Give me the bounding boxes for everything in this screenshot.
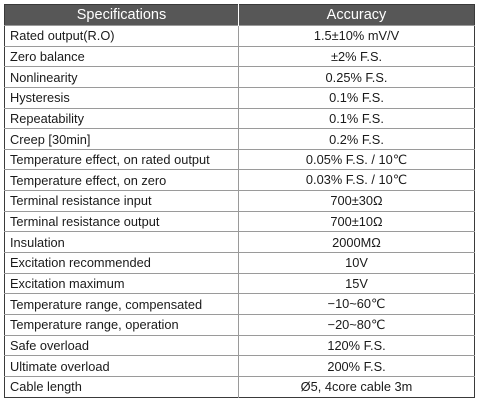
table-row: Hysteresis 0.1% F.S.	[4, 86, 475, 109]
spec-name: Hysteresis	[4, 86, 239, 109]
spec-name: Terminal resistance output	[4, 210, 239, 232]
spec-value: 2000MΩ	[238, 231, 475, 253]
table-row: Repeatability 0.1% F.S.	[4, 107, 475, 129]
spec-value: −10~60℃	[238, 293, 475, 315]
table-row: Rated output(R.O) 1.5±10% mV/V	[4, 25, 475, 47]
spec-name: Temperature effect, on rated output	[4, 148, 239, 170]
spec-name: Excitation recommended	[4, 252, 239, 274]
spec-value: 0.25% F.S.	[238, 66, 475, 88]
spec-name: Rated output(R.O)	[4, 25, 239, 47]
spec-value: −20~80℃	[238, 313, 475, 336]
spec-name: Ultimate overload	[4, 355, 239, 377]
header-row: Specifications Accuracy	[4, 4, 475, 26]
spec-value: 700±30Ω	[238, 190, 475, 212]
spec-name: Temperature effect, on zero	[4, 169, 239, 191]
spec-value: 0.03% F.S. / 10℃	[238, 169, 475, 191]
spec-value: 200% F.S.	[238, 355, 475, 377]
table-row: Ultimate overload 200% F.S.	[4, 355, 475, 377]
table-row: Zero balance ±2% F.S.	[4, 45, 475, 67]
table-row: Terminal resistance input 700±30Ω	[4, 190, 475, 212]
table-row: Temperature range, compensated −10~60℃	[4, 293, 475, 315]
spec-name: Safe overload	[4, 334, 239, 356]
table-row: Creep [30min] 0.2% F.S.	[4, 128, 475, 150]
spec-value: 0.1% F.S.	[238, 107, 475, 129]
spec-value: 0.05% F.S. / 10℃	[238, 148, 475, 170]
spec-value: 0.2% F.S.	[238, 128, 475, 150]
spec-name: Temperature range, compensated	[4, 293, 239, 315]
table-row: Excitation maximum 15V	[4, 272, 475, 294]
header-specifications: Specifications	[4, 4, 239, 26]
spec-name: Repeatability	[4, 107, 239, 129]
specifications-table: Specifications Accuracy Rated output(R.O…	[4, 4, 475, 398]
spec-name: Insulation	[4, 231, 239, 253]
spec-name: Cable length	[4, 375, 239, 398]
spec-value: 15V	[238, 272, 475, 294]
spec-name: Creep [30min]	[4, 128, 239, 150]
spec-value: Ø5, 4core cable 3m	[238, 375, 475, 398]
header-accuracy: Accuracy	[238, 4, 475, 26]
table-row: Safe overload 120% F.S.	[4, 334, 475, 356]
table-row: Terminal resistance output 700±10Ω	[4, 210, 475, 232]
table-row: Excitation recommended 10V	[4, 252, 475, 274]
table-row: Insulation 2000MΩ	[4, 231, 475, 253]
table-row: Temperature effect, on zero 0.03% F.S. / …	[4, 169, 475, 191]
table-row: Cable length Ø5, 4core cable 3m	[4, 375, 475, 398]
spec-value: 700±10Ω	[238, 210, 475, 232]
spec-name: Nonlinearity	[4, 66, 239, 88]
spec-value: 1.5±10% mV/V	[238, 25, 475, 47]
table-row: Temperature range, operation −20~80℃	[4, 313, 475, 336]
spec-name: Terminal resistance input	[4, 190, 239, 212]
spec-value: 0.1% F.S.	[238, 86, 475, 109]
spec-value: 120% F.S.	[238, 334, 475, 356]
spec-value: 10V	[238, 252, 475, 274]
table-row: Nonlinearity 0.25% F.S.	[4, 66, 475, 88]
table-row: Temperature effect, on rated output 0.05%…	[4, 148, 475, 170]
spec-name: Zero balance	[4, 45, 239, 67]
spec-name: Temperature range, operation	[4, 313, 239, 336]
spec-name: Excitation maximum	[4, 272, 239, 294]
spec-value: ±2% F.S.	[238, 45, 475, 67]
